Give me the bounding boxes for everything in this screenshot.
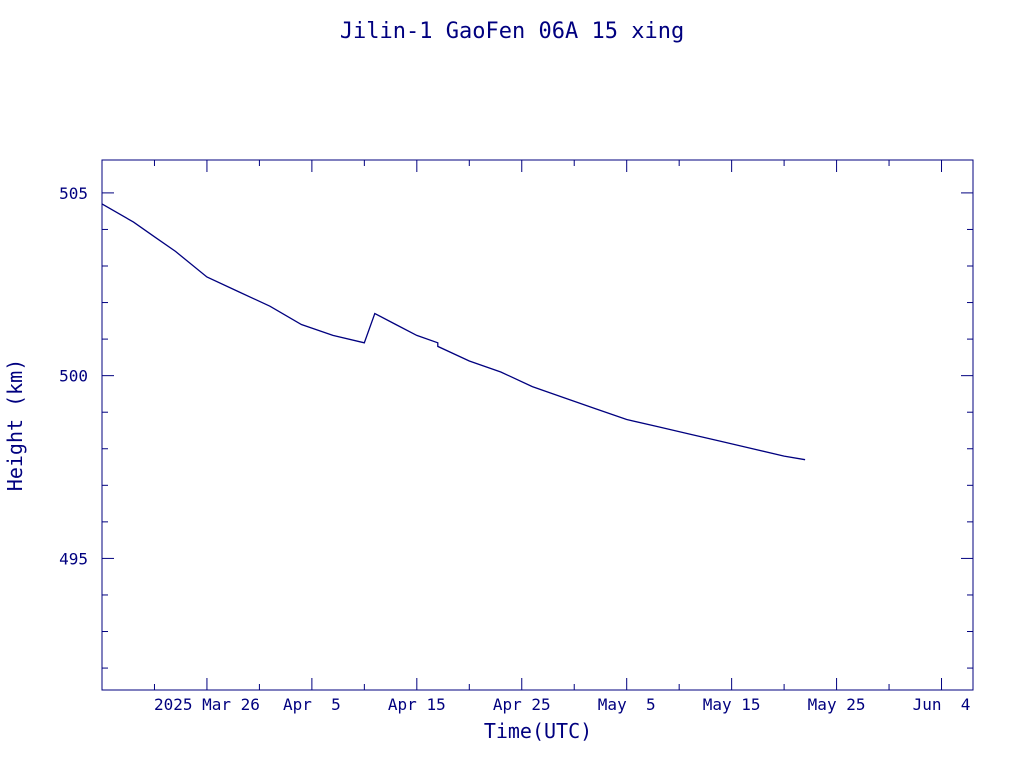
y-tick-label: 500 (59, 367, 88, 386)
x-tick-label: May 5 (598, 695, 656, 714)
x-tick-label: Apr 5 (283, 695, 341, 714)
x-tick-label: Apr 25 (493, 695, 551, 714)
y-tick-label: 505 (59, 184, 88, 203)
x-axis-label: Time(UTC) (484, 719, 592, 743)
x-tick-label: May 15 (703, 695, 761, 714)
height-series-line (101, 203, 806, 461)
x-tick-label: May 25 (808, 695, 866, 714)
x-tick-label: Jun 4 (913, 695, 971, 714)
plot-frame (101, 159, 974, 691)
x-axis: 2025 Mar 26 Apr 5 Apr 15 Apr 25 May 5 May 15 M… (101, 160, 971, 714)
y-tick-label: 495 (59, 549, 88, 568)
x-tick-label: 2025 Mar 26 (154, 695, 260, 714)
y-axis: 495 500 505 (59, 184, 973, 669)
y-axis-label: Height (km) (3, 359, 27, 491)
x-tick-label: Apr 15 (388, 695, 446, 714)
chart-title: Jilin-1 GaoFen 06A 15 xing (340, 19, 684, 44)
